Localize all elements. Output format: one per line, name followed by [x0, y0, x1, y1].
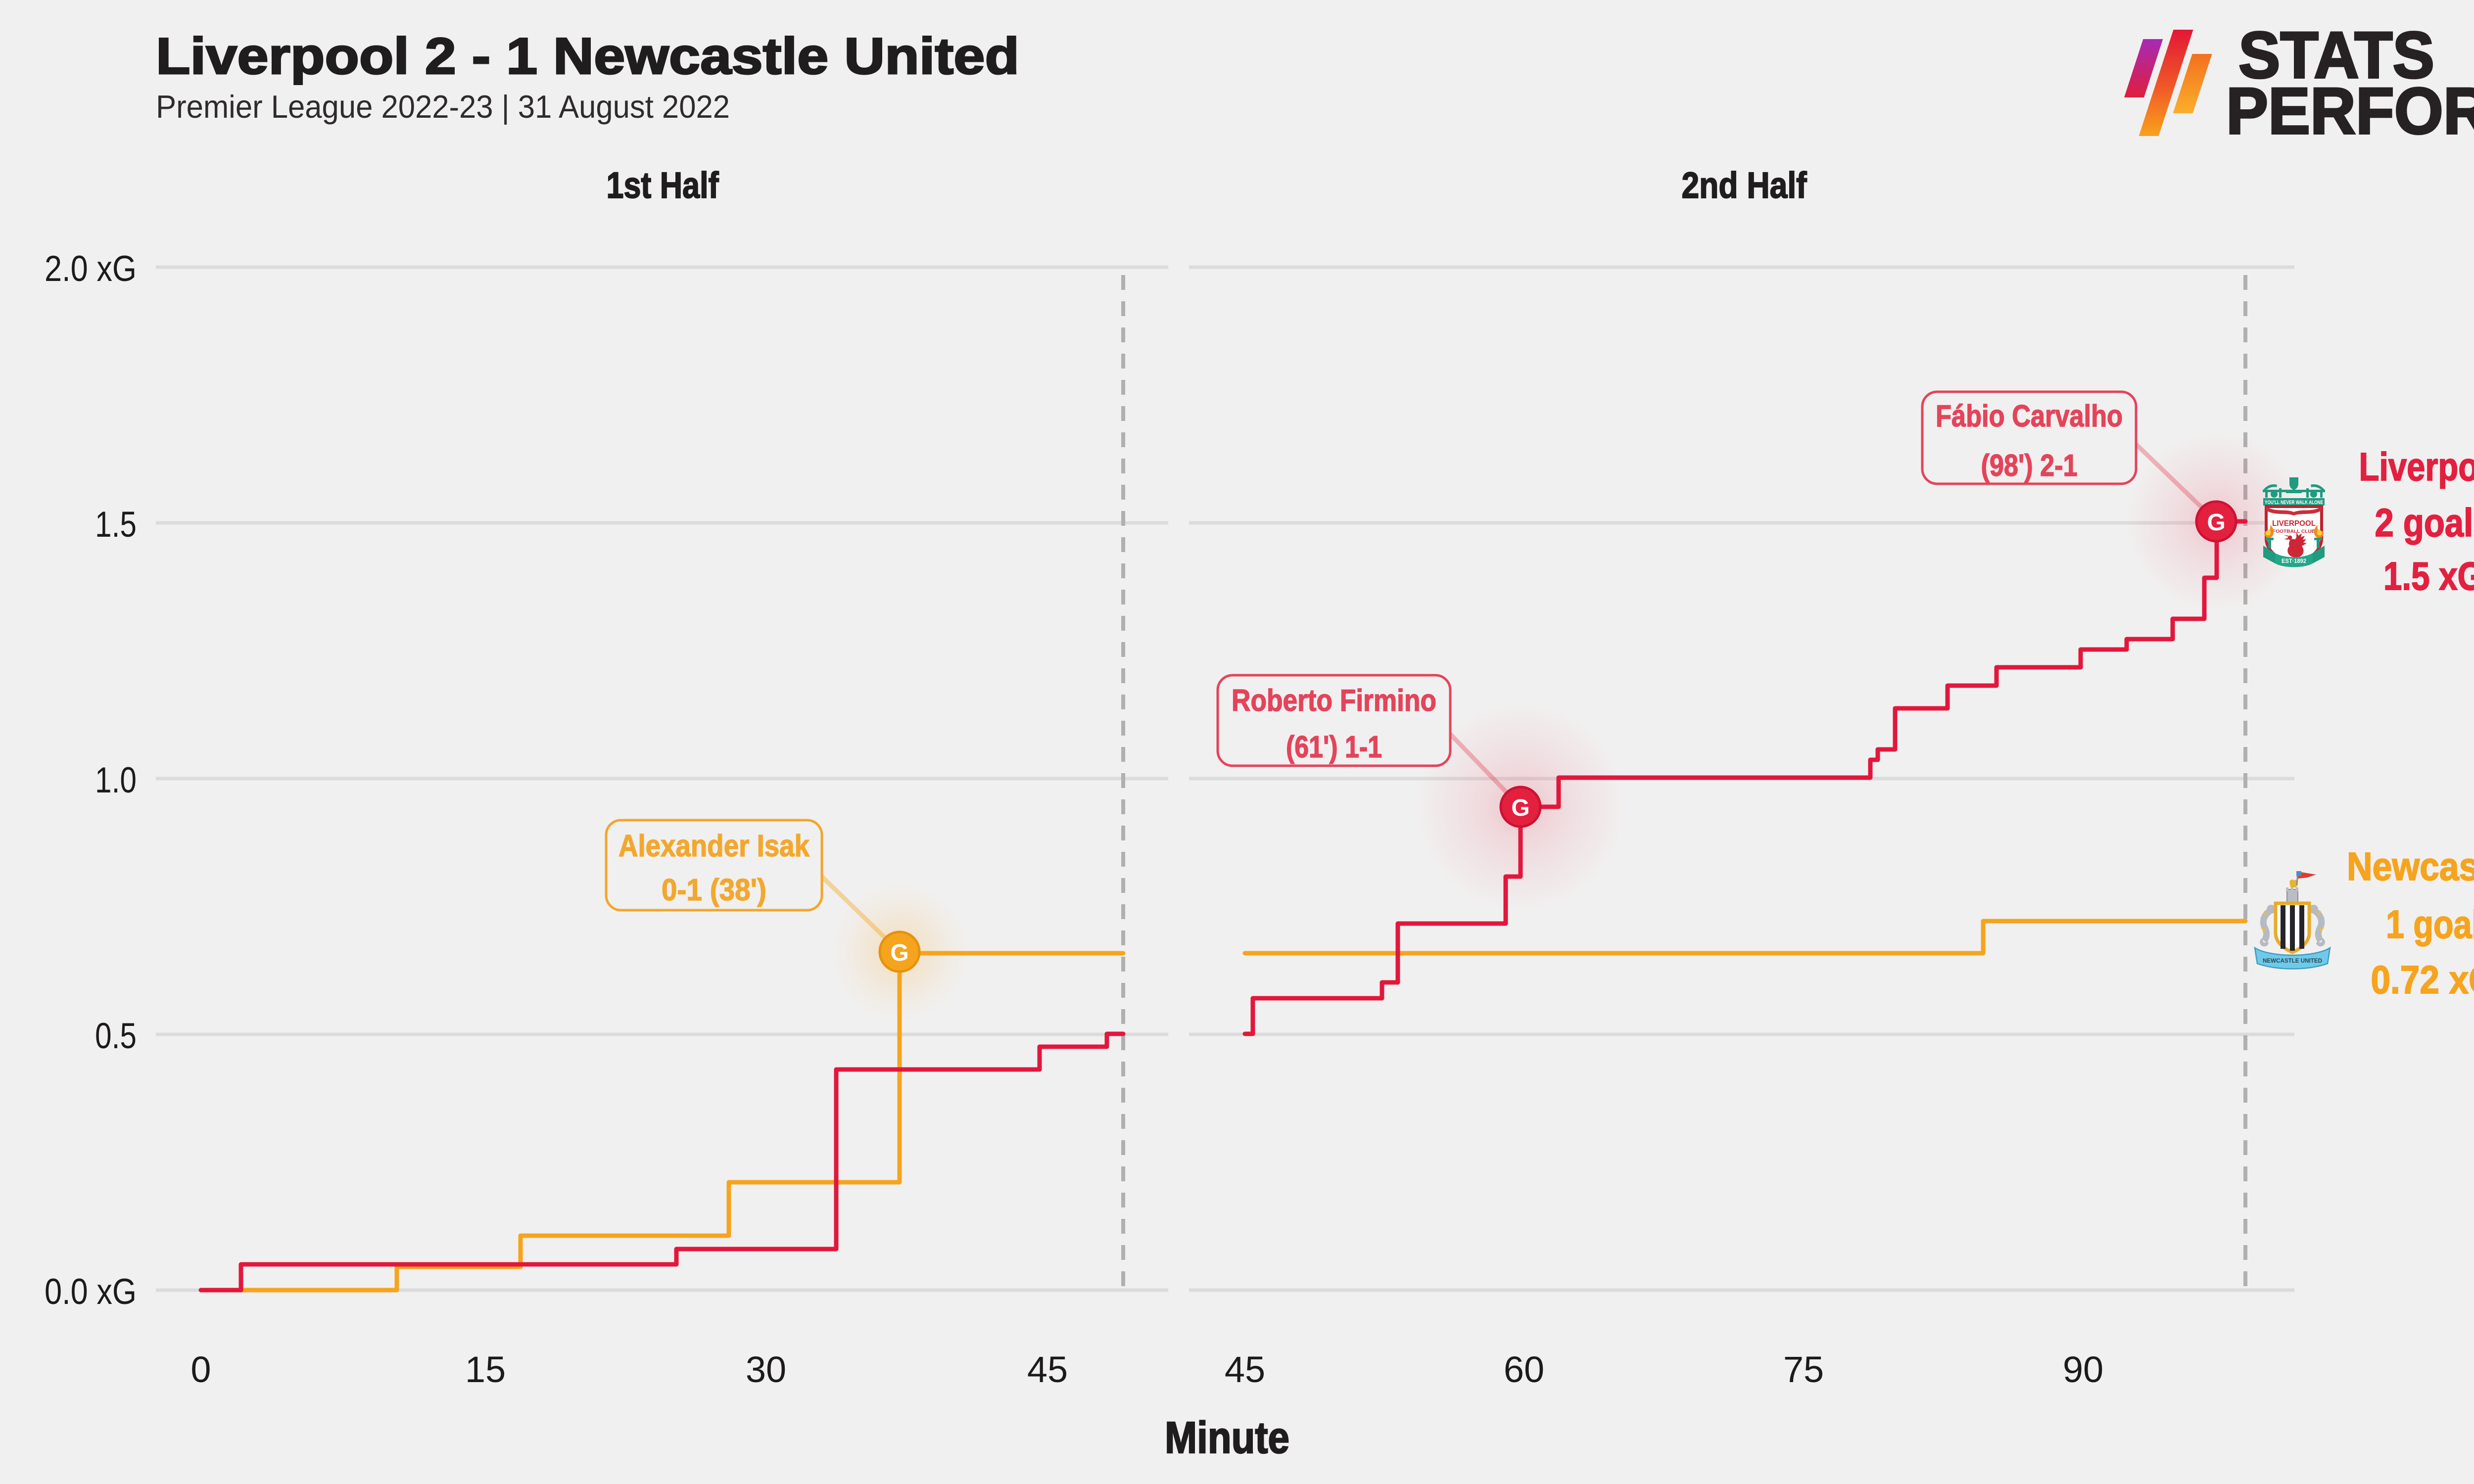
svg-text:G: G	[1511, 795, 1529, 821]
svg-text:45: 45	[1225, 1349, 1265, 1390]
svg-text:EST·1892: EST·1892	[2282, 557, 2306, 564]
svg-text:G: G	[890, 940, 908, 966]
svg-text:Alexander Isak: Alexander Isak	[618, 829, 809, 863]
svg-text:2nd Half: 2nd Half	[1682, 165, 1807, 206]
svg-text:Liverpool 2 - 1 Newcastle Unit: Liverpool 2 - 1 Newcastle United	[156, 28, 1019, 85]
svg-text:1.0: 1.0	[95, 760, 137, 800]
svg-text:Roberto Firmino: Roberto Firmino	[1232, 684, 1436, 718]
svg-text:Premier League 2022-23 | 31 Au: Premier League 2022-23 | 31 August 2022	[156, 89, 730, 125]
svg-text:1st Half: 1st Half	[607, 165, 719, 206]
svg-text:NEWCASTLE UNITED: NEWCASTLE UNITED	[2263, 957, 2322, 964]
svg-text:0: 0	[190, 1349, 211, 1390]
svg-text:YOU'LL NEVER WALK ALONE: YOU'LL NEVER WALK ALONE	[2265, 500, 2323, 506]
svg-text:45: 45	[1027, 1349, 1068, 1390]
svg-text:60: 60	[1504, 1349, 1544, 1390]
svg-text:Minute: Minute	[1165, 1413, 1289, 1463]
svg-text:LIVERPOOL: LIVERPOOL	[2272, 519, 2316, 528]
svg-text:FOOTBALL CLUB: FOOTBALL CLUB	[2273, 529, 2316, 534]
svg-text:0.5: 0.5	[95, 1016, 137, 1056]
svg-text:Newcastle: Newcastle	[2347, 844, 2474, 888]
svg-text:Liverpool: Liverpool	[2359, 445, 2474, 489]
svg-text:PERFORM: PERFORM	[2226, 75, 2474, 148]
svg-text:0.0 xG: 0.0 xG	[45, 1272, 137, 1312]
svg-text:0.72 xG: 0.72 xG	[2371, 958, 2474, 1002]
svg-text:30: 30	[746, 1349, 786, 1390]
svg-text:2 goals: 2 goals	[2375, 501, 2474, 545]
svg-text:(61') 1-1: (61') 1-1	[1286, 730, 1382, 764]
svg-text:STATS: STATS	[2238, 19, 2434, 92]
svg-text:1 goal: 1 goal	[2386, 902, 2474, 946]
svg-text:15: 15	[465, 1349, 506, 1390]
svg-text:0-1 (38'): 0-1 (38')	[662, 873, 766, 907]
svg-text:Fábio Carvalho: Fábio Carvalho	[1936, 399, 2123, 433]
svg-text:1.5: 1.5	[95, 505, 137, 545]
svg-text:1.5 xG: 1.5 xG	[2383, 554, 2474, 598]
svg-text:90: 90	[2063, 1349, 2103, 1390]
svg-text:G: G	[2207, 510, 2225, 536]
svg-text:(98') 2-1: (98') 2-1	[1981, 449, 2078, 483]
svg-text:75: 75	[1783, 1349, 1824, 1390]
svg-text:2.0 xG: 2.0 xG	[45, 249, 137, 289]
